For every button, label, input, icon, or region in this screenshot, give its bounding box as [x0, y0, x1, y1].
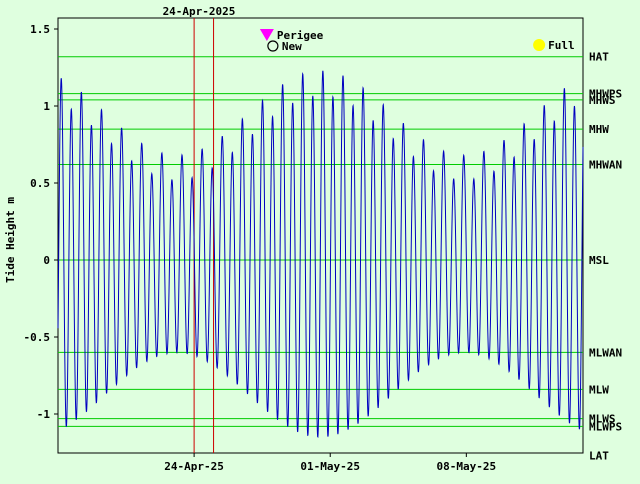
event-label-new: New [282, 40, 302, 53]
y-tick-label: 0 [43, 254, 50, 267]
level-label-lat: LAT [589, 450, 609, 463]
level-label-mhwan: MHWAN [589, 159, 622, 172]
y-tick-label: -0.5 [24, 331, 51, 344]
event-label-perigee: Perigee [277, 29, 324, 42]
x-tick-label: 08-May-25 [437, 460, 497, 473]
level-label-mlw: MLW [589, 383, 609, 396]
level-label-hat: HAT [589, 51, 609, 64]
level-label-mhw: MHW [589, 123, 609, 136]
y-axis-label: Tide Height m [4, 197, 17, 283]
level-label-mlwps: MLWPS [589, 420, 622, 433]
x-tick-label: 01-May-25 [300, 460, 360, 473]
level-label-msl: MSL [589, 254, 609, 267]
full-moon-icon [533, 39, 546, 51]
x-axis: 24-Apr-25 01-May-25 08-May-25 [164, 453, 496, 473]
perigee-icon [259, 29, 274, 41]
level-label-mlws: MLWS [589, 413, 616, 426]
level-label-mhwps: MHWPS [589, 88, 622, 101]
y-tick-label: -1 [37, 408, 51, 421]
y-tick-label: 1.5 [30, 23, 50, 36]
event-label-full: Full [548, 39, 575, 52]
top-date-label: 24-Apr-2025 [163, 5, 236, 18]
y-axis: 1.5 1 0.5 0 -0.5 -1 [24, 23, 58, 421]
y-tick-label: 1 [43, 100, 50, 113]
tide-line [57, 70, 584, 438]
new-moon-icon [267, 40, 279, 52]
y-tick-label: 0.5 [30, 177, 50, 190]
level-label-mlwan: MLWAN [589, 346, 622, 359]
level-label-mhws: MHWS [589, 94, 616, 107]
x-tick-label: 24-Apr-25 [164, 460, 224, 473]
tide-series [57, 70, 584, 438]
